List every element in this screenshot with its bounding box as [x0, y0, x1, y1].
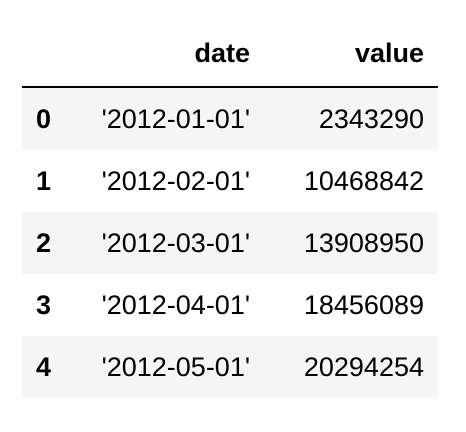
row-index: 0 — [36, 103, 52, 134]
value-cell: 2343290 — [318, 103, 424, 134]
date-cell: '2012-01-01' — [101, 103, 250, 134]
row-index: 3 — [36, 289, 52, 320]
value-cell: 18456089 — [303, 289, 424, 320]
value-column-header: value — [264, 20, 438, 88]
date-cell: '2012-03-01' — [101, 227, 250, 258]
value-cell: 20294254 — [303, 351, 424, 382]
date-cell: '2012-04-01' — [101, 289, 250, 320]
table-body: 0 '2012-01-01' 2343290 1 '2012-02-01' 10… — [22, 87, 438, 398]
table-row: 4 '2012-05-01' 20294254 — [22, 336, 438, 398]
date-column-header: date — [82, 20, 264, 88]
date-cell: '2012-02-01' — [101, 165, 250, 196]
header-row: date value — [22, 20, 438, 88]
date-cell: '2012-05-01' — [101, 351, 250, 382]
table-row: 3 '2012-04-01' 18456089 — [22, 274, 438, 336]
table-header: date value — [22, 20, 438, 88]
table-row: 0 '2012-01-01' 2343290 — [22, 87, 438, 150]
dataframe-table: date value 0 '2012-01-01' 2343290 1 '201… — [22, 20, 438, 398]
table-row: 2 '2012-03-01' 13908950 — [22, 212, 438, 274]
dataframe-container: date value 0 '2012-01-01' 2343290 1 '201… — [22, 20, 438, 398]
row-index: 1 — [36, 165, 52, 196]
index-column-header — [22, 20, 82, 88]
value-cell: 13908950 — [303, 227, 424, 258]
table-row: 1 '2012-02-01' 10468842 — [22, 150, 438, 212]
row-index: 4 — [36, 351, 52, 382]
row-index: 2 — [36, 227, 52, 258]
value-cell: 10468842 — [303, 165, 424, 196]
